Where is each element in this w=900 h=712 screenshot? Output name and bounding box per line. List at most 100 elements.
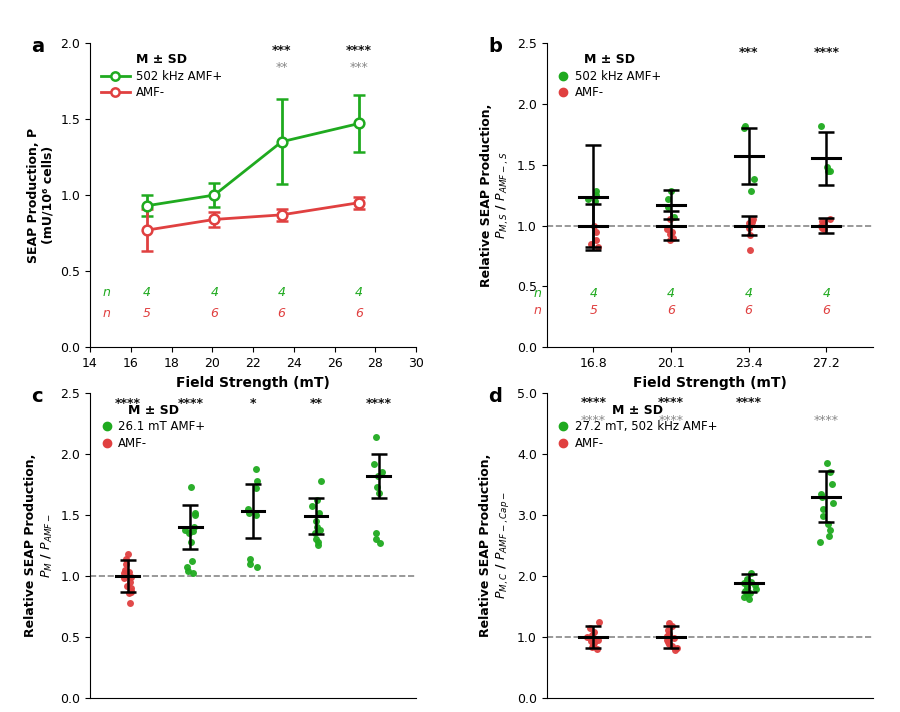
Text: 5: 5 [143,308,151,320]
Point [309,515,323,527]
Point [817,224,832,235]
Point [742,217,756,229]
Text: ****: **** [814,46,840,59]
Point [117,567,131,579]
Text: n: n [534,304,542,318]
Point [662,628,676,639]
Point [584,238,598,249]
Point [122,548,136,560]
Point [243,553,257,565]
Point [589,234,603,246]
Point [120,558,134,570]
Point [587,627,601,638]
Text: 4: 4 [823,287,831,300]
Point [185,555,200,567]
Point [118,564,132,575]
Text: ***: *** [272,44,292,57]
Point [584,629,598,641]
Point [738,120,752,131]
Legend: 26.1 mT AMF+, AMF-: 26.1 mT AMF+, AMF- [96,399,211,454]
Point [743,186,758,197]
Point [124,585,139,596]
Point [241,507,256,518]
Point [819,162,833,173]
Text: b: b [488,36,502,56]
Point [590,634,605,646]
Text: 4: 4 [211,286,219,299]
Point [371,470,385,481]
Text: n: n [534,287,542,300]
Point [823,165,837,177]
Text: ***: *** [739,46,759,59]
Point [372,487,386,498]
Text: n: n [103,286,110,299]
Point [740,581,754,592]
Point [188,507,202,518]
Text: 5: 5 [590,304,598,318]
Point [662,229,677,240]
Point [743,229,758,241]
Y-axis label: Relative SEAP Production,
$P_{M,S}$ / $P_{AMF-,S}$: Relative SEAP Production, $P_{M,S}$ / $P… [480,103,511,287]
Point [310,536,325,548]
Point [305,501,320,512]
Point [740,589,754,600]
Point [826,497,841,508]
Point [585,642,599,653]
Point [586,639,600,651]
Point [310,495,324,506]
Point [590,644,604,655]
Point [666,232,680,244]
Point [589,186,603,197]
Point [583,622,598,634]
Text: ****: **** [177,397,203,409]
Text: 6: 6 [667,304,675,318]
Text: ****: **** [365,397,392,409]
Text: n: n [103,308,110,320]
Point [825,478,840,490]
Text: ****: **** [580,396,607,409]
Point [669,644,683,656]
Point [662,618,676,629]
Point [123,582,138,594]
X-axis label: Field Strength (mT): Field Strength (mT) [633,376,787,389]
Point [308,528,322,539]
Point [736,592,751,603]
Point [743,576,758,587]
Point [369,533,383,545]
Point [184,481,199,493]
Point [250,475,265,486]
Text: 4: 4 [744,287,752,300]
Text: 4: 4 [590,287,598,300]
Point [592,616,607,627]
Point [662,639,677,650]
Text: *: * [250,397,256,409]
Point [184,536,198,548]
Point [312,524,327,535]
Point [814,222,829,234]
Point [249,463,264,474]
Point [743,567,758,579]
Point [661,630,675,642]
Point [814,120,828,131]
Point [815,511,830,522]
Text: ****: **** [114,397,140,409]
Text: ****: **** [658,396,684,409]
Point [182,528,196,539]
Point [590,242,605,253]
Point [250,562,265,573]
Text: d: d [488,387,502,406]
Text: ****: **** [659,414,683,427]
Point [823,214,837,225]
Point [663,214,678,225]
Point [815,503,830,515]
Point [187,521,202,533]
Legend: 502 kHz AMF+, AMF-: 502 kHz AMF+, AMF- [553,48,666,104]
Point [369,528,383,539]
Text: 6: 6 [211,308,219,320]
Point [373,538,387,549]
Y-axis label: SEAP Production, P
(mU/10⁶ cells): SEAP Production, P (mU/10⁶ cells) [27,127,55,263]
Point [670,642,684,654]
Text: ****: **** [580,414,606,427]
Point [590,189,604,201]
Point [660,224,674,235]
